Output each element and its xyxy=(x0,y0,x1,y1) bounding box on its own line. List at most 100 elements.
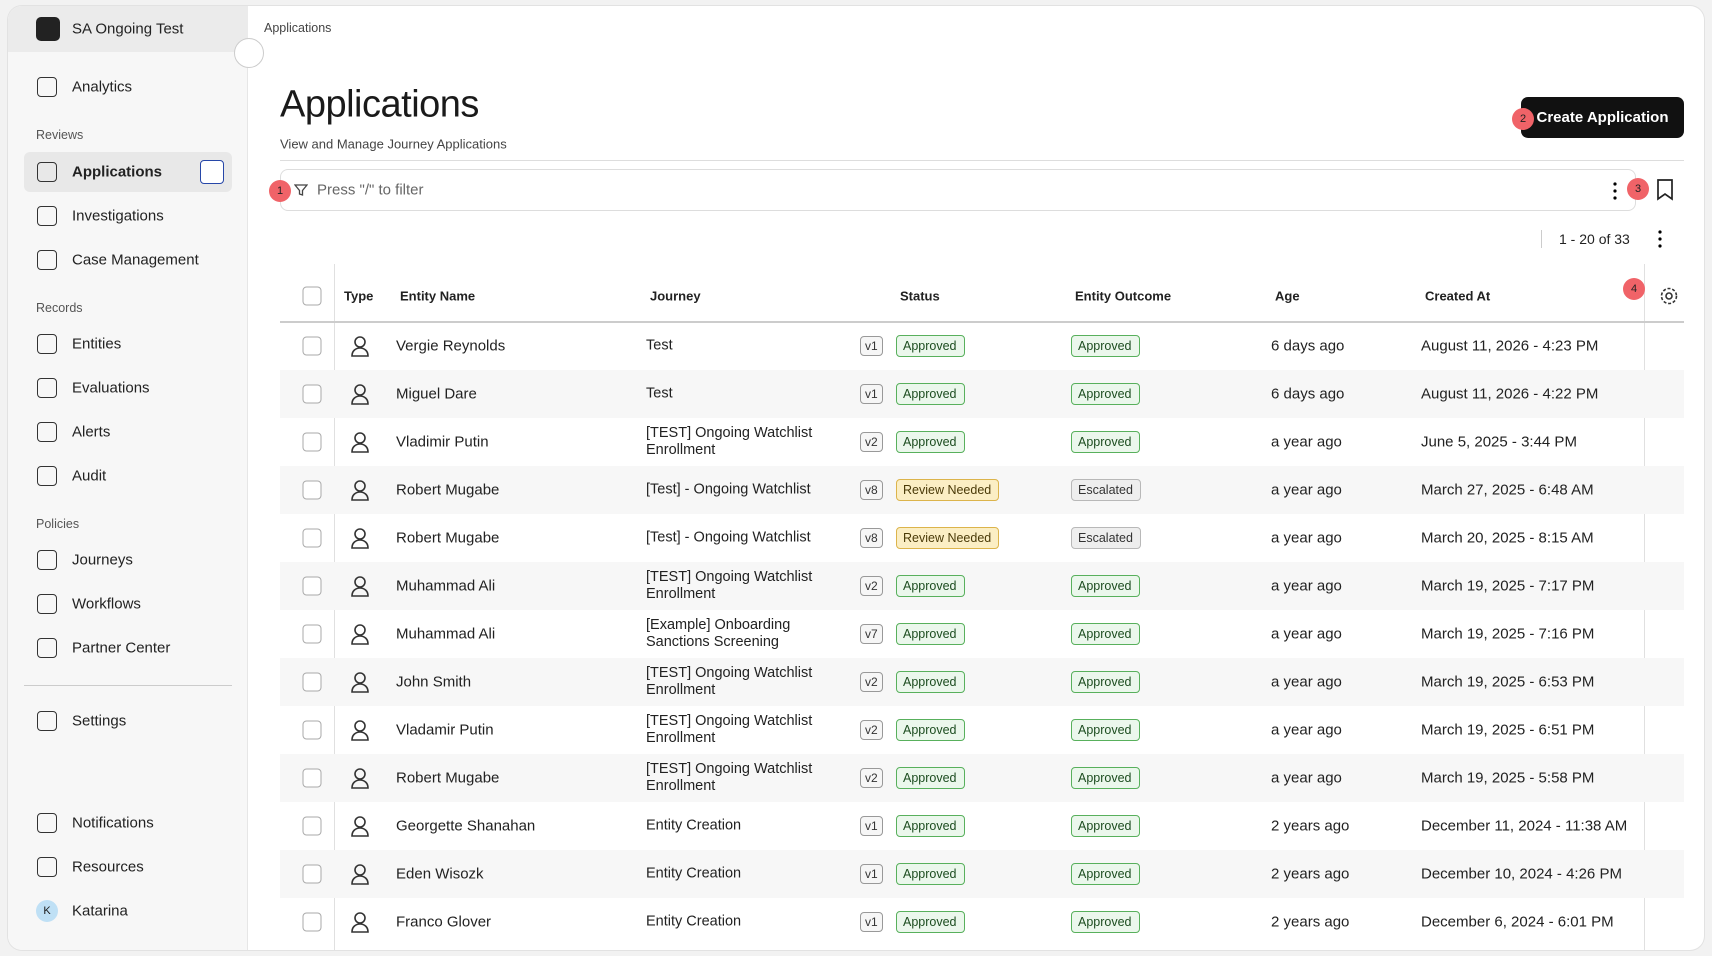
section-label[interactable]: Records xyxy=(36,301,83,315)
entity-name[interactable]: John Smith xyxy=(396,673,472,691)
row-checkbox[interactable] xyxy=(302,336,322,356)
nav-item[interactable]: Notifications xyxy=(72,814,154,832)
created-at: December 10, 2024 - 4:26 PM xyxy=(1421,865,1622,883)
row-bg xyxy=(280,850,1684,898)
person-icon xyxy=(351,624,369,645)
status-badge: Approved xyxy=(896,815,965,837)
row-bg xyxy=(280,562,1684,610)
table-menu[interactable] xyxy=(1657,229,1663,249)
nav-item[interactable]: Partner Center xyxy=(72,639,171,657)
nav-icon xyxy=(37,857,57,877)
nav-item[interactable]: Case Management xyxy=(72,251,199,269)
nav-icon xyxy=(37,711,57,731)
created-at: March 19, 2025 - 6:51 PM xyxy=(1421,721,1595,739)
age: 6 days ago xyxy=(1271,385,1345,403)
nav-icon xyxy=(37,162,57,182)
journey: [TEST] Ongoing Watchlist Enrollment xyxy=(646,569,813,602)
row-checkbox[interactable] xyxy=(302,864,322,884)
separator xyxy=(1541,230,1542,248)
journey: [TEST] Ongoing Watchlist Enrollment xyxy=(646,761,813,794)
entity-name[interactable]: Vergie Reynolds xyxy=(396,337,506,355)
row-checkbox[interactable] xyxy=(302,624,322,644)
outcome-badge: Approved xyxy=(1071,335,1140,357)
nav-item[interactable]: Alerts xyxy=(72,423,111,441)
journey-version: v2 xyxy=(860,720,883,740)
age: a year ago xyxy=(1271,625,1342,643)
status-badge: Approved xyxy=(896,767,965,789)
row-checkbox[interactable] xyxy=(302,432,322,452)
nav-item[interactable]: Evaluations xyxy=(72,379,150,397)
nav-icon xyxy=(37,334,57,354)
column-header[interactable]: Type xyxy=(344,288,374,304)
nav-item[interactable]: Settings xyxy=(72,712,127,730)
column-header[interactable]: Created At xyxy=(1425,288,1491,304)
age: 2 years ago xyxy=(1271,817,1350,835)
row-checkbox[interactable] xyxy=(302,384,322,404)
entity-name[interactable]: Miguel Dare xyxy=(396,385,477,403)
status-badge: Approved xyxy=(896,671,965,693)
create-button[interactable]: Create Application xyxy=(1521,97,1684,138)
entity-name[interactable]: Franco Glover xyxy=(396,913,492,931)
row-checkbox[interactable] xyxy=(302,720,322,740)
outcome-badge: Approved xyxy=(1071,719,1140,741)
journey-version: v1 xyxy=(860,336,883,356)
nav-item[interactable]: Audit xyxy=(72,467,107,485)
filter-icon xyxy=(294,184,308,196)
nav-item[interactable]: Workflows xyxy=(72,595,141,613)
entity-name[interactable]: Georgette Shanahan xyxy=(396,817,536,835)
filter-menu[interactable] xyxy=(1612,181,1618,201)
header-checkbox[interactable] xyxy=(302,286,322,306)
row-checkbox[interactable] xyxy=(302,576,322,596)
outcome-badge: Approved xyxy=(1071,815,1140,837)
page-title: Applications xyxy=(280,83,479,126)
column-header[interactable]: Entity Outcome xyxy=(1075,288,1172,304)
collapse-button[interactable] xyxy=(234,38,264,68)
row-checkbox[interactable] xyxy=(302,528,322,548)
nav-expand[interactable] xyxy=(200,160,224,184)
nav-icon xyxy=(37,466,57,486)
column-settings[interactable] xyxy=(1658,285,1680,307)
outcome-badge: Escalated xyxy=(1071,527,1141,549)
nav-item[interactable]: Resources xyxy=(72,858,144,876)
page-subtitle: View and Manage Journey Applications xyxy=(280,136,507,152)
row-checkbox[interactable] xyxy=(302,816,322,836)
status-badge: Approved xyxy=(896,431,965,453)
user-name[interactable]: Katarina xyxy=(72,902,128,920)
column-header[interactable]: Journey xyxy=(650,288,701,304)
nav-icon xyxy=(37,378,57,398)
nav-item[interactable]: Entities xyxy=(72,335,122,353)
row-checkbox[interactable] xyxy=(302,480,322,500)
column-header[interactable]: Age xyxy=(1275,288,1300,304)
nav-item[interactable]: Investigations xyxy=(72,207,164,225)
created-at: August 11, 2026 - 4:22 PM xyxy=(1421,385,1599,403)
nav-item[interactable]: Applications xyxy=(72,163,163,181)
age: a year ago xyxy=(1271,433,1342,451)
entity-name[interactable]: Robert Mugabe xyxy=(396,769,500,787)
row-checkbox[interactable] xyxy=(302,672,322,692)
app-window: SA Ongoing Test Analytics Reviews Applicat… xyxy=(8,6,1704,950)
outcome-badge: Approved xyxy=(1071,623,1140,645)
row-bg xyxy=(280,370,1684,418)
column-header[interactable]: Entity Name xyxy=(400,288,476,304)
entity-name[interactable]: Vladimir Putin xyxy=(396,433,489,451)
entity-name[interactable]: Muhammad Ali xyxy=(396,625,496,643)
entity-name[interactable]: Eden Wisozk xyxy=(396,865,484,883)
nav-item[interactable]: Journeys xyxy=(72,551,133,569)
entity-name[interactable]: Vladamir Putin xyxy=(396,721,494,739)
status-badge: Approved xyxy=(896,575,965,597)
filter-box[interactable] xyxy=(280,169,1636,211)
entity-name[interactable]: Muhammad Ali xyxy=(396,577,496,595)
entity-name[interactable]: Robert Mugabe xyxy=(396,529,500,547)
bookmark-button[interactable] xyxy=(1656,179,1674,201)
column-header[interactable]: Status xyxy=(900,288,940,304)
outcome-badge: Approved xyxy=(1071,767,1140,789)
status-badge: Approved xyxy=(896,911,965,933)
journey-version: v2 xyxy=(860,576,883,596)
section-label[interactable]: Reviews xyxy=(36,128,84,142)
section-label[interactable]: Policies xyxy=(36,517,80,531)
row-checkbox[interactable] xyxy=(302,912,322,932)
entity-name[interactable]: Robert Mugabe xyxy=(396,481,500,499)
row-checkbox[interactable] xyxy=(302,768,322,788)
nav-item[interactable]: Analytics xyxy=(72,78,133,96)
